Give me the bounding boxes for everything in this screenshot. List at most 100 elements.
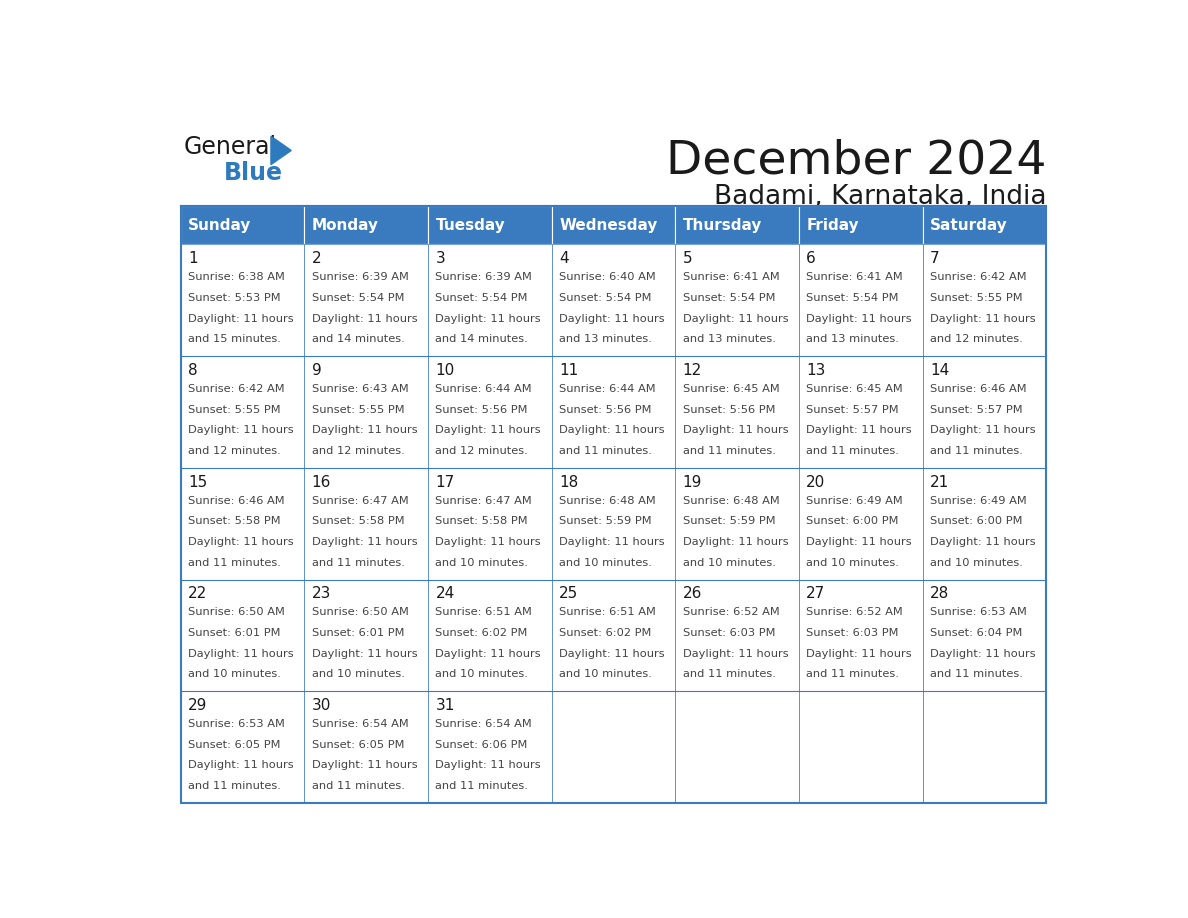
Text: and 11 minutes.: and 11 minutes. bbox=[683, 446, 776, 456]
Text: Daylight: 11 hours: Daylight: 11 hours bbox=[436, 425, 541, 435]
Text: Daylight: 11 hours: Daylight: 11 hours bbox=[436, 314, 541, 324]
Bar bbox=[923, 356, 1047, 468]
Text: 24: 24 bbox=[436, 587, 455, 601]
Text: Daylight: 11 hours: Daylight: 11 hours bbox=[560, 649, 664, 659]
Text: Sunday: Sunday bbox=[188, 218, 252, 232]
Text: and 11 minutes.: and 11 minutes. bbox=[311, 558, 405, 567]
Text: 21: 21 bbox=[930, 475, 949, 489]
Text: and 12 minutes.: and 12 minutes. bbox=[930, 334, 1023, 344]
Text: 15: 15 bbox=[188, 475, 208, 489]
Text: and 10 minutes.: and 10 minutes. bbox=[807, 558, 899, 567]
Text: Sunset: 5:59 PM: Sunset: 5:59 PM bbox=[683, 517, 776, 526]
Text: Sunrise: 6:46 AM: Sunrise: 6:46 AM bbox=[930, 384, 1026, 394]
Text: Sunset: 5:54 PM: Sunset: 5:54 PM bbox=[807, 293, 899, 303]
Text: Sunset: 5:55 PM: Sunset: 5:55 PM bbox=[311, 405, 404, 415]
Text: Sunrise: 6:44 AM: Sunrise: 6:44 AM bbox=[436, 384, 532, 394]
Text: Sunrise: 6:39 AM: Sunrise: 6:39 AM bbox=[311, 273, 409, 283]
Bar bbox=[798, 356, 923, 468]
Bar bbox=[551, 206, 675, 244]
Text: Sunset: 6:03 PM: Sunset: 6:03 PM bbox=[683, 628, 776, 638]
Text: Sunset: 5:54 PM: Sunset: 5:54 PM bbox=[311, 293, 404, 303]
Bar bbox=[923, 579, 1047, 691]
Text: Daylight: 11 hours: Daylight: 11 hours bbox=[188, 314, 293, 324]
Text: Sunset: 5:56 PM: Sunset: 5:56 PM bbox=[436, 405, 527, 415]
Bar bbox=[181, 206, 304, 244]
Text: Sunset: 5:54 PM: Sunset: 5:54 PM bbox=[683, 293, 776, 303]
Text: 12: 12 bbox=[683, 363, 702, 378]
Text: 28: 28 bbox=[930, 587, 949, 601]
Text: 6: 6 bbox=[807, 252, 816, 266]
Text: Sunrise: 6:41 AM: Sunrise: 6:41 AM bbox=[807, 273, 903, 283]
Text: Sunset: 5:56 PM: Sunset: 5:56 PM bbox=[683, 405, 776, 415]
Text: Sunset: 5:54 PM: Sunset: 5:54 PM bbox=[436, 293, 527, 303]
Bar bbox=[428, 244, 551, 356]
Text: Daylight: 11 hours: Daylight: 11 hours bbox=[311, 649, 417, 659]
Text: Sunrise: 6:43 AM: Sunrise: 6:43 AM bbox=[311, 384, 409, 394]
Text: Sunrise: 6:44 AM: Sunrise: 6:44 AM bbox=[560, 384, 656, 394]
Text: Daylight: 11 hours: Daylight: 11 hours bbox=[188, 649, 293, 659]
Text: Sunrise: 6:51 AM: Sunrise: 6:51 AM bbox=[436, 608, 532, 618]
Bar bbox=[798, 579, 923, 691]
Text: and 14 minutes.: and 14 minutes. bbox=[311, 334, 405, 344]
Polygon shape bbox=[271, 136, 291, 164]
Bar bbox=[551, 356, 675, 468]
Text: Sunset: 6:01 PM: Sunset: 6:01 PM bbox=[188, 628, 280, 638]
Text: and 10 minutes.: and 10 minutes. bbox=[560, 669, 652, 679]
Text: Daylight: 11 hours: Daylight: 11 hours bbox=[560, 314, 664, 324]
Text: Sunrise: 6:45 AM: Sunrise: 6:45 AM bbox=[683, 384, 779, 394]
Bar bbox=[923, 468, 1047, 579]
Text: Monday: Monday bbox=[311, 218, 379, 232]
Text: Daylight: 11 hours: Daylight: 11 hours bbox=[436, 760, 541, 770]
Bar bbox=[675, 579, 798, 691]
Text: Daylight: 11 hours: Daylight: 11 hours bbox=[930, 649, 1036, 659]
Text: Sunrise: 6:50 AM: Sunrise: 6:50 AM bbox=[311, 608, 409, 618]
Text: and 11 minutes.: and 11 minutes. bbox=[683, 669, 776, 679]
Text: Sunrise: 6:48 AM: Sunrise: 6:48 AM bbox=[683, 496, 779, 506]
Text: 8: 8 bbox=[188, 363, 197, 378]
Text: Daylight: 11 hours: Daylight: 11 hours bbox=[436, 537, 541, 547]
Text: 11: 11 bbox=[560, 363, 579, 378]
Text: 5: 5 bbox=[683, 252, 693, 266]
Bar bbox=[798, 468, 923, 579]
Text: Sunset: 5:58 PM: Sunset: 5:58 PM bbox=[311, 517, 404, 526]
Text: Sunset: 6:05 PM: Sunset: 6:05 PM bbox=[188, 740, 280, 750]
Text: Sunset: 5:57 PM: Sunset: 5:57 PM bbox=[807, 405, 899, 415]
Bar bbox=[923, 244, 1047, 356]
Text: Sunrise: 6:48 AM: Sunrise: 6:48 AM bbox=[560, 496, 656, 506]
Text: Sunset: 5:53 PM: Sunset: 5:53 PM bbox=[188, 293, 280, 303]
Text: Sunrise: 6:51 AM: Sunrise: 6:51 AM bbox=[560, 608, 656, 618]
Text: Sunset: 6:00 PM: Sunset: 6:00 PM bbox=[930, 517, 1023, 526]
Text: Daylight: 11 hours: Daylight: 11 hours bbox=[807, 425, 912, 435]
Text: Daylight: 11 hours: Daylight: 11 hours bbox=[311, 537, 417, 547]
Text: Sunset: 5:59 PM: Sunset: 5:59 PM bbox=[560, 517, 652, 526]
Text: 16: 16 bbox=[311, 475, 331, 489]
Text: and 10 minutes.: and 10 minutes. bbox=[560, 558, 652, 567]
Bar bbox=[551, 468, 675, 579]
Text: Sunset: 5:56 PM: Sunset: 5:56 PM bbox=[560, 405, 651, 415]
Bar bbox=[181, 691, 304, 803]
Bar bbox=[551, 244, 675, 356]
Bar bbox=[181, 579, 304, 691]
Text: and 11 minutes.: and 11 minutes. bbox=[807, 446, 899, 456]
Text: Blue: Blue bbox=[225, 161, 283, 185]
Text: Sunset: 6:03 PM: Sunset: 6:03 PM bbox=[807, 628, 899, 638]
Bar bbox=[551, 691, 675, 803]
Text: Daylight: 11 hours: Daylight: 11 hours bbox=[311, 760, 417, 770]
Text: 3: 3 bbox=[436, 252, 446, 266]
Text: and 11 minutes.: and 11 minutes. bbox=[560, 446, 652, 456]
Text: and 14 minutes.: and 14 minutes. bbox=[436, 334, 529, 344]
Text: Sunset: 5:54 PM: Sunset: 5:54 PM bbox=[560, 293, 651, 303]
Bar bbox=[181, 206, 1047, 803]
Text: Daylight: 11 hours: Daylight: 11 hours bbox=[683, 425, 789, 435]
Text: 27: 27 bbox=[807, 587, 826, 601]
Text: and 10 minutes.: and 10 minutes. bbox=[683, 558, 776, 567]
Text: and 10 minutes.: and 10 minutes. bbox=[930, 558, 1023, 567]
Text: Sunrise: 6:54 AM: Sunrise: 6:54 AM bbox=[436, 719, 532, 729]
Text: Sunset: 5:57 PM: Sunset: 5:57 PM bbox=[930, 405, 1023, 415]
Text: Daylight: 11 hours: Daylight: 11 hours bbox=[560, 537, 664, 547]
Text: Daylight: 11 hours: Daylight: 11 hours bbox=[188, 760, 293, 770]
Text: 25: 25 bbox=[560, 587, 579, 601]
Text: Sunrise: 6:39 AM: Sunrise: 6:39 AM bbox=[436, 273, 532, 283]
Text: Sunrise: 6:38 AM: Sunrise: 6:38 AM bbox=[188, 273, 285, 283]
Text: Sunrise: 6:45 AM: Sunrise: 6:45 AM bbox=[807, 384, 903, 394]
